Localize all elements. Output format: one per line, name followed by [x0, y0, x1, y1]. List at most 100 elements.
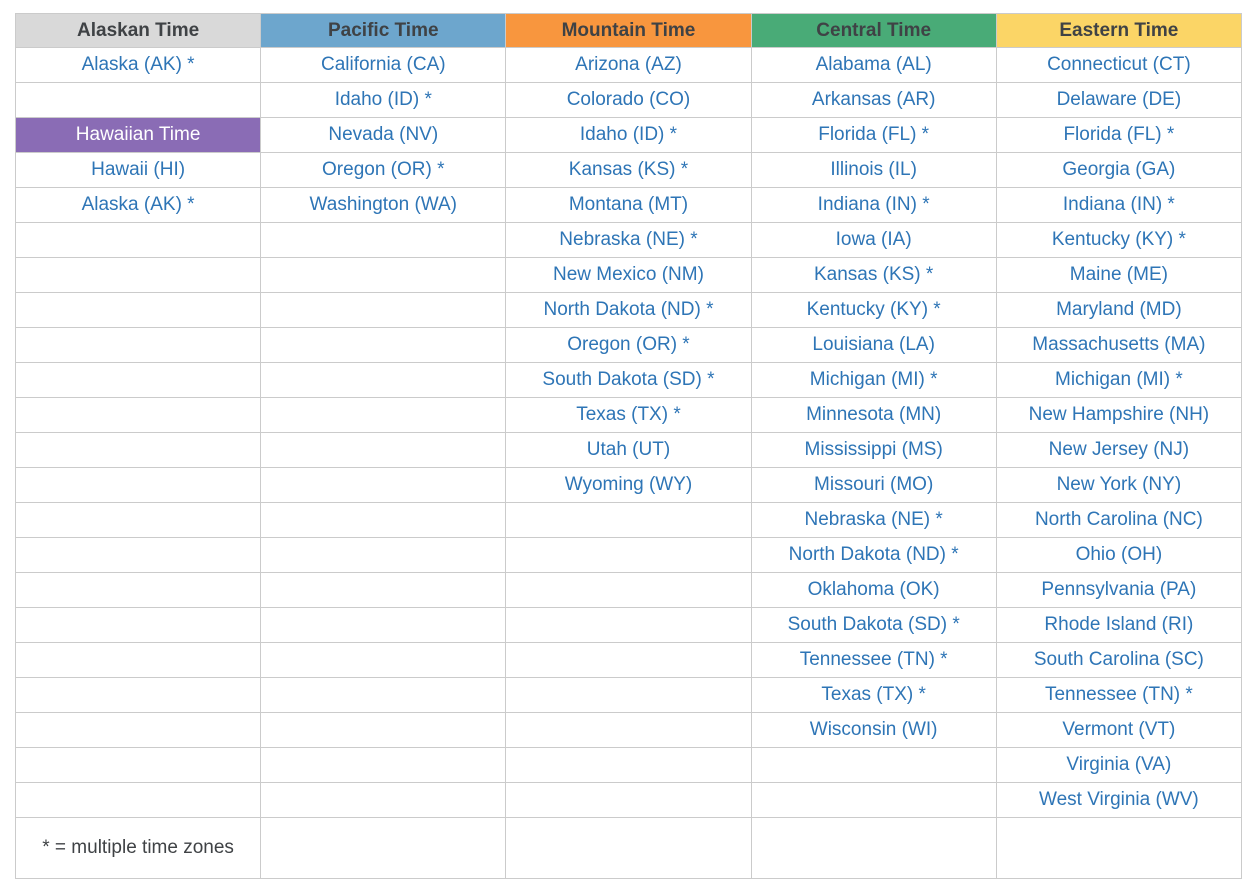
- empty-cell: [260, 747, 507, 783]
- table-row: Tennessee (TN) * South Carolina (SC): [14, 642, 1243, 678]
- footnote-text: * = multiple time zones: [42, 836, 234, 858]
- state-cell: Maine (ME): [995, 257, 1243, 293]
- empty-cell: [505, 502, 752, 538]
- empty-cell: [14, 292, 262, 328]
- state-cell: Maryland (MD): [995, 292, 1243, 328]
- state-cell: North Dakota (ND) *: [750, 537, 997, 573]
- state-cell: Georgia (GA): [995, 152, 1243, 188]
- state-cell: Texas (TX) *: [505, 397, 752, 433]
- empty-cell: [14, 537, 262, 573]
- state-cell: Delaware (DE): [995, 82, 1243, 118]
- empty-cell: [14, 327, 262, 363]
- footnote-row: * = multiple time zones: [14, 817, 1243, 879]
- timezone-table: Alaskan Time Pacific Time Mountain Time Cen…: [14, 13, 1243, 879]
- empty-cell: [14, 397, 262, 433]
- state-cell: California (CA): [260, 47, 507, 83]
- state-cell: Missouri (MO): [750, 467, 997, 503]
- state-cell: Nebraska (NE) *: [750, 502, 997, 538]
- empty-cell: [260, 257, 507, 293]
- table-row: Alaska (AK) * Washington (WA) Montana (MT)…: [14, 187, 1243, 223]
- header-cell-mountain-time: Mountain Time: [505, 13, 752, 48]
- table-row: Texas (TX) * Tennessee (TN) *: [14, 677, 1243, 713]
- table-row: Oklahoma (OK) Pennsylvania (PA): [14, 572, 1243, 608]
- table-row: South Dakota (SD) * Michigan (MI) * Michig…: [14, 362, 1243, 398]
- state-cell: Wyoming (WY): [505, 467, 752, 503]
- empty-cell: [260, 397, 507, 433]
- state-cell: Arkansas (AR): [750, 82, 997, 118]
- empty-cell: [260, 362, 507, 398]
- empty-cell: [995, 817, 1243, 879]
- state-cell: Florida (FL) *: [750, 117, 997, 153]
- empty-cell: [14, 82, 262, 118]
- state-cell: Utah (UT): [505, 432, 752, 468]
- state-cell: Oregon (OR) *: [505, 327, 752, 363]
- state-cell: Alabama (AL): [750, 47, 997, 83]
- table-row: Nebraska (NE) * Iowa (IA) Kentucky (KY) *: [14, 222, 1243, 258]
- footnote-cell: * = multiple time zones: [14, 817, 262, 879]
- state-cell: Alaska (AK) *: [14, 47, 262, 83]
- empty-cell: [505, 712, 752, 748]
- state-cell: Texas (TX) *: [750, 677, 997, 713]
- state-cell: Washington (WA): [260, 187, 507, 223]
- table-body: Alaska (AK) * California (CA) Arizona (AZ)…: [14, 47, 1243, 879]
- empty-cell: [14, 712, 262, 748]
- state-cell: Massachusetts (MA): [995, 327, 1243, 363]
- empty-cell: [14, 257, 262, 293]
- table-row: Oregon (OR) * Louisiana (LA) Massachusetts…: [14, 327, 1243, 363]
- empty-cell: [14, 222, 262, 258]
- state-cell: Indiana (IN) *: [995, 187, 1243, 223]
- empty-cell: [14, 432, 262, 468]
- state-cell: South Dakota (SD) *: [505, 362, 752, 398]
- empty-cell: [260, 607, 507, 643]
- state-cell: North Dakota (ND) *: [505, 292, 752, 328]
- empty-cell: [260, 432, 507, 468]
- empty-cell: [14, 782, 262, 818]
- state-cell: Alaska (AK) *: [14, 187, 262, 223]
- state-cell: Michigan (MI) *: [995, 362, 1243, 398]
- state-cell: Tennessee (TN) *: [995, 677, 1243, 713]
- empty-cell: [14, 572, 262, 608]
- table-row: South Dakota (SD) * Rhode Island (RI): [14, 607, 1243, 643]
- state-cell: Minnesota (MN): [750, 397, 997, 433]
- empty-cell: [505, 642, 752, 678]
- empty-cell: [14, 502, 262, 538]
- empty-cell: [260, 222, 507, 258]
- table-row: North Dakota (ND) * Ohio (OH): [14, 537, 1243, 573]
- table-row: Utah (UT) Mississippi (MS) New Jersey (NJ): [14, 432, 1243, 468]
- empty-cell: [505, 817, 752, 879]
- empty-cell: [260, 502, 507, 538]
- empty-cell: [260, 712, 507, 748]
- state-cell: Arizona (AZ): [505, 47, 752, 83]
- table-row: Alaska (AK) * California (CA) Arizona (AZ)…: [14, 47, 1243, 83]
- state-cell: Wisconsin (WI): [750, 712, 997, 748]
- state-cell: Connecticut (CT): [995, 47, 1243, 83]
- state-cell: Pennsylvania (PA): [995, 572, 1243, 608]
- header-cell-eastern-time: Eastern Time: [995, 13, 1243, 48]
- state-cell: Idaho (ID) *: [505, 117, 752, 153]
- empty-cell: [14, 607, 262, 643]
- empty-cell: [505, 607, 752, 643]
- state-cell: Michigan (MI) *: [750, 362, 997, 398]
- table-row: Hawaiian Time Nevada (NV) Idaho (ID) * Flor…: [14, 117, 1243, 153]
- empty-cell: [260, 642, 507, 678]
- empty-cell: [260, 817, 507, 879]
- empty-cell: [14, 642, 262, 678]
- header-cell-pacific-time: Pacific Time: [260, 13, 507, 48]
- empty-cell: [14, 467, 262, 503]
- table-row: Wyoming (WY) Missouri (MO) New York (NY): [14, 467, 1243, 503]
- state-cell: Colorado (CO): [505, 82, 752, 118]
- empty-cell: [260, 327, 507, 363]
- state-cell: Rhode Island (RI): [995, 607, 1243, 643]
- state-cell: New Hampshire (NH): [995, 397, 1243, 433]
- table-row: Texas (TX) * Minnesota (MN) New Hampshire …: [14, 397, 1243, 433]
- empty-cell: [505, 677, 752, 713]
- state-cell: Kansas (KS) *: [505, 152, 752, 188]
- empty-cell: [750, 782, 997, 818]
- state-cell: Tennessee (TN) *: [750, 642, 997, 678]
- header-cell-central-time: Central Time: [750, 13, 997, 48]
- state-cell: West Virginia (WV): [995, 782, 1243, 818]
- state-cell: Kansas (KS) *: [750, 257, 997, 293]
- empty-cell: [260, 292, 507, 328]
- empty-cell: [14, 677, 262, 713]
- table-row: Idaho (ID) * Colorado (CO) Arkansas (AR) De…: [14, 82, 1243, 118]
